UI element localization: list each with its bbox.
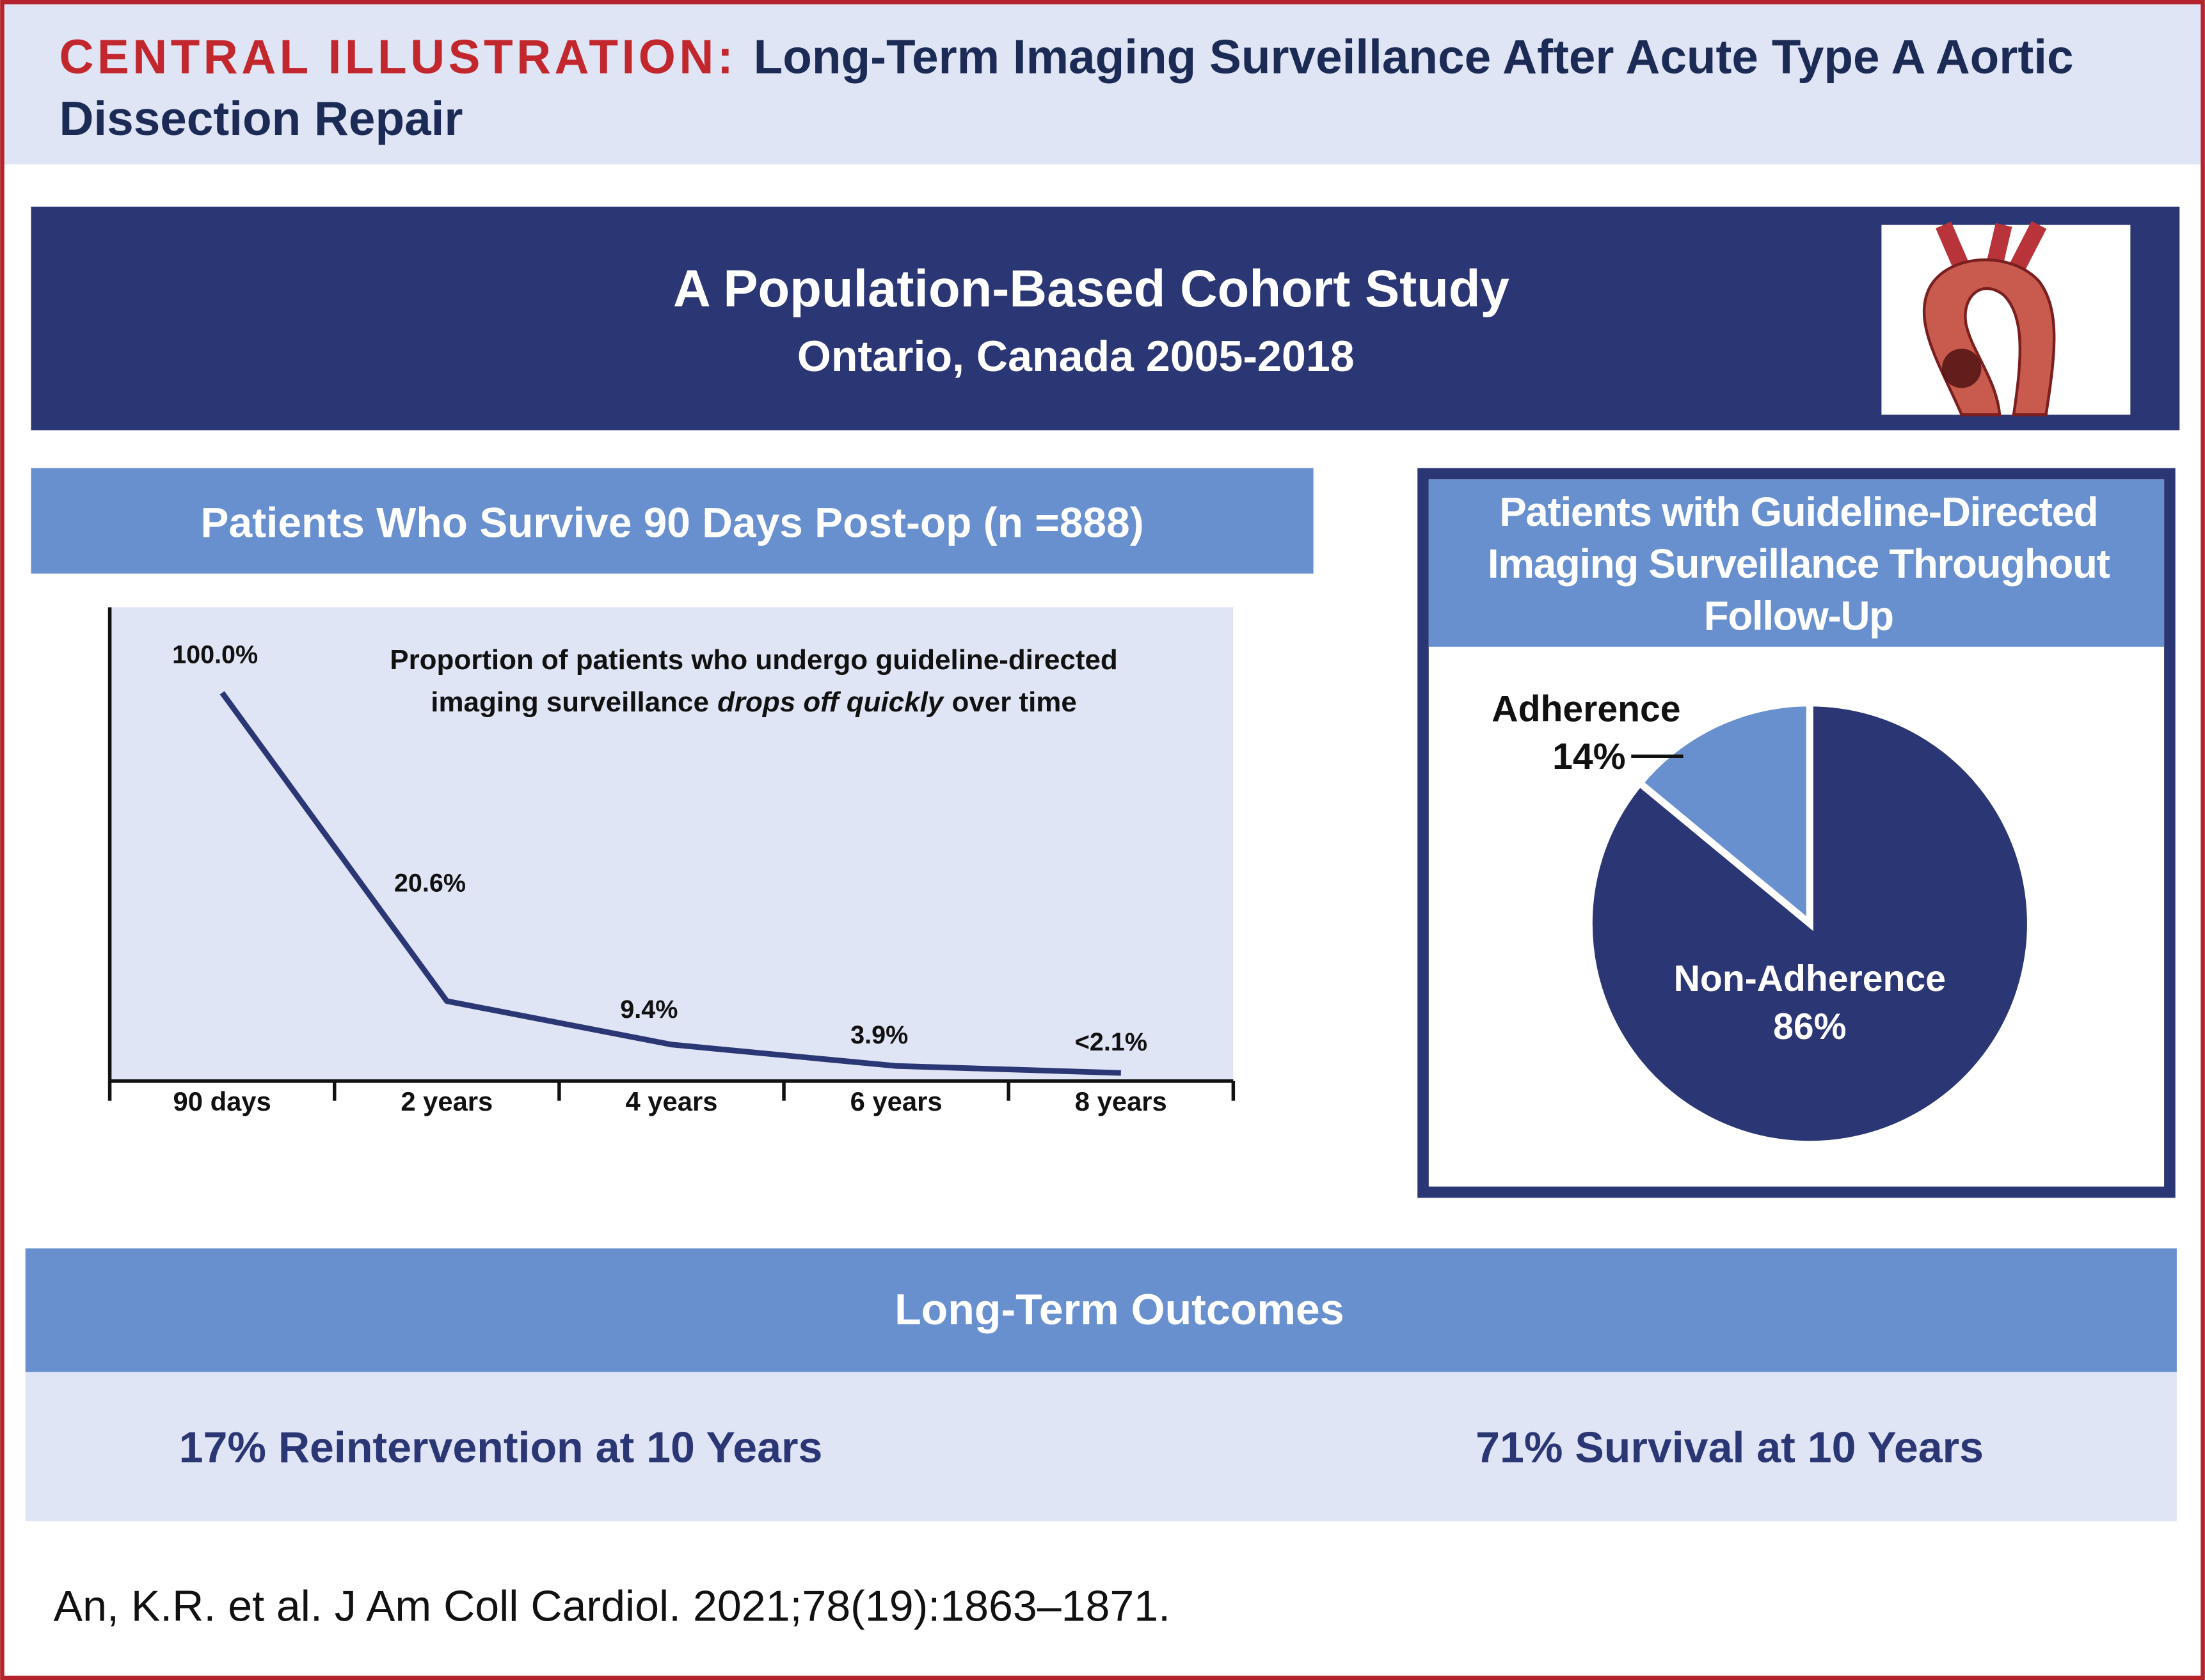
chart-title: Patients Who Survive 90 Days Post-op (n … — [200, 498, 1143, 546]
image-frame — [1881, 225, 2131, 415]
chart-title-line: Patients with Guideline-Directed — [1499, 489, 2098, 535]
citation: An, K.R. et al. J Am Coll Cardiol. 2021;… — [54, 1582, 1170, 1631]
header: CENTRAL ILLUSTRATION: Long-Term Imaging S… — [59, 29, 2073, 145]
outcome-item: 17% Reintervention at 10 Years — [179, 1423, 823, 1471]
outcomes-title: Long-Term Outcomes — [895, 1285, 1344, 1334]
line — [219, 691, 1121, 1076]
header-title-line: Long-Term Imaging Surveillance After Acu… — [754, 29, 2074, 83]
value-label: 20.6% — [394, 869, 466, 897]
chart-title-line: Imaging Surveillance Throughout — [1488, 541, 2110, 587]
annotation-part: over time — [951, 686, 1076, 718]
plot-area — [109, 607, 1234, 1081]
banner-title: A Population-Based Cohort Study — [673, 260, 1509, 318]
aorta-illustration — [1881, 221, 2131, 416]
outcomes-heading — [25, 1248, 2177, 1372]
x-tick-label: 6 years — [850, 1086, 943, 1116]
annotation: imaging surveillance drops off quickly ove… — [431, 686, 1077, 718]
x-tick-label: 8 years — [1075, 1086, 1167, 1116]
pie-slice — [1585, 699, 2034, 1148]
dissection — [1941, 348, 1982, 388]
value-label: <2.1% — [1075, 1028, 1147, 1056]
outcome-item: 71% Survival at 10 Years — [1476, 1423, 1984, 1471]
value-label: 3.9% — [850, 1021, 908, 1049]
banner — [31, 207, 2180, 431]
slice-label: Non-Adherence — [1674, 958, 1946, 999]
outcomes-body — [25, 1372, 2177, 1521]
line-heading — [31, 468, 1314, 574]
x-tick-label: 2 years — [401, 1086, 493, 1116]
annotation-part: imaging surveillance — [431, 686, 709, 718]
chart-title: Patients with Guideline-Directed Imaging … — [1488, 489, 2110, 639]
banner-subtitle: Ontario, Canada 2005-2018 — [797, 332, 1355, 381]
x-tick-label: 90 days — [173, 1086, 271, 1116]
pie-heading — [1428, 479, 2165, 647]
slice-label: Adherence — [1492, 688, 1680, 729]
value-label: 100.0% — [172, 641, 258, 669]
header-band — [4, 4, 2201, 165]
slice-value: 86% — [1773, 1006, 1846, 1047]
slice-value: 14% — [1552, 736, 1625, 777]
header-label: CENTRAL ILLUSTRATION: — [59, 29, 736, 83]
header-title: Long-Term Imaging Surveillance After Acu… — [59, 29, 2073, 145]
annotation-part: drops off quickly — [717, 686, 945, 718]
annotation: Proportion of patients who undergo guide… — [390, 644, 1117, 676]
header-title-line: Dissection Repair — [59, 91, 463, 145]
x-tick-label: 4 years — [625, 1086, 717, 1116]
value-label: 9.4% — [620, 995, 678, 1024]
chart-title-line: Follow-Up — [1704, 592, 1893, 638]
